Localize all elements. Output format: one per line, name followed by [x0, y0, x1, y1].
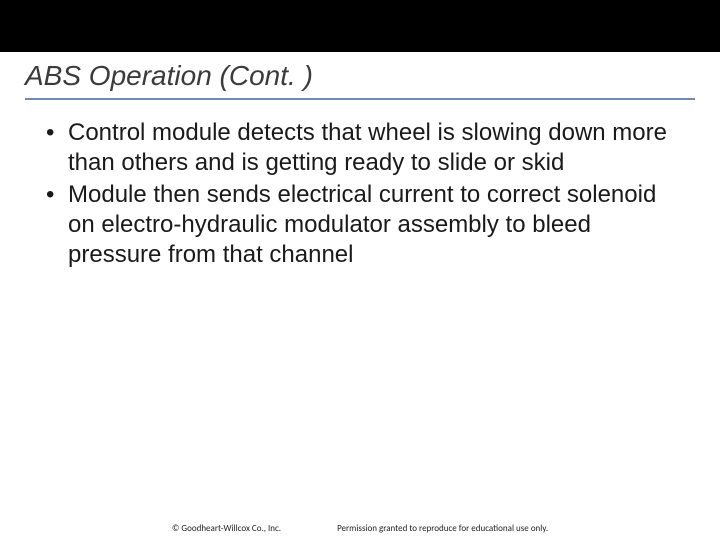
- bullet-item: Module then sends electrical current to …: [40, 180, 680, 270]
- footer: © Goodheart-Willcox Co., Inc. Permission…: [0, 523, 720, 534]
- bullet-list: Control module detects that wheel is slo…: [40, 118, 680, 270]
- title-area: ABS Operation (Cont. ): [0, 52, 720, 98]
- slide-title: ABS Operation (Cont. ): [25, 60, 695, 92]
- footer-copyright: © Goodheart-Willcox Co., Inc.: [172, 523, 281, 534]
- bullet-item: Control module detects that wheel is slo…: [40, 118, 680, 178]
- top-black-band: [0, 0, 720, 52]
- footer-permission: Permission granted to reproduce for educ…: [337, 523, 548, 534]
- content-area: Control module detects that wheel is slo…: [0, 100, 720, 270]
